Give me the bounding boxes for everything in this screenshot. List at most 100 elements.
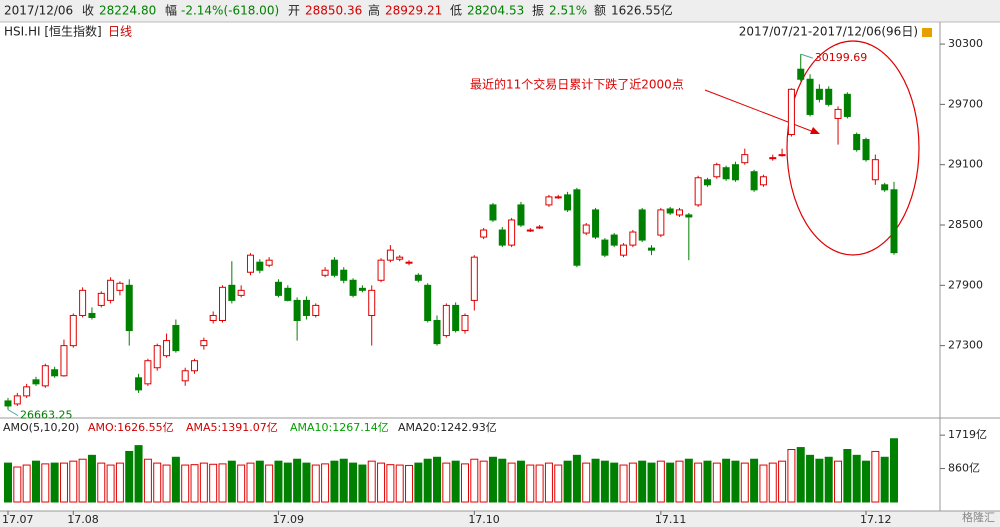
volume-bar <box>22 464 31 503</box>
volume-bar <box>675 460 684 503</box>
volume-bar <box>600 460 609 503</box>
volume-bar <box>106 464 115 503</box>
candle-body <box>302 299 310 316</box>
candle-body <box>657 209 665 236</box>
volume-stat: AMA20:1242.93亿 <box>398 421 497 434</box>
candle-body <box>517 204 525 226</box>
candle-body <box>731 164 739 181</box>
volume-bar <box>787 449 796 503</box>
candle-body <box>881 184 889 191</box>
volume-bar <box>181 464 190 503</box>
volume-bar <box>824 456 833 503</box>
low-marker: 26663.25 <box>20 409 73 422</box>
y-tick-label: 28500 <box>948 218 983 231</box>
volume-bar <box>862 460 871 503</box>
candle-body <box>787 88 795 136</box>
candle-body <box>368 289 376 316</box>
volume-bar <box>712 462 721 503</box>
candle-body <box>871 159 879 181</box>
candle-body <box>256 261 264 271</box>
header-value: 1626.55亿 <box>611 3 673 18</box>
candle-body <box>51 369 59 377</box>
header-value: 2.51% <box>549 4 587 18</box>
volume-bar <box>237 464 246 503</box>
volume-bar <box>115 462 124 503</box>
candle-body <box>675 209 683 216</box>
volume-bar <box>544 462 553 503</box>
volume-bar <box>516 460 525 503</box>
candle-body <box>834 108 842 119</box>
volume-bar <box>442 462 451 503</box>
candle-body <box>554 196 562 199</box>
y-tick-label: 27900 <box>948 278 983 291</box>
x-tick-label: 17.07 <box>2 513 34 526</box>
candle-body <box>237 289 245 296</box>
y-tick-label: 29100 <box>948 158 983 171</box>
candle-body <box>69 314 77 347</box>
header-date: 2017/12/06 <box>4 4 73 18</box>
volume-bar <box>610 462 619 503</box>
volume-bar <box>563 460 572 503</box>
volume-bar <box>843 449 852 503</box>
candle-body <box>144 360 152 385</box>
volume-bar <box>87 454 96 503</box>
volume-bar <box>302 462 311 503</box>
date-bar <box>0 511 1000 527</box>
volume-bar <box>759 464 768 503</box>
x-tick-label: 17.08 <box>67 513 99 526</box>
header-label: 振 <box>532 4 544 18</box>
volume-bar <box>283 462 292 503</box>
volume-bar <box>498 458 507 503</box>
volume-bar <box>507 462 516 503</box>
header-label: 高 <box>368 3 380 18</box>
candle-body <box>610 234 618 246</box>
volume-bar <box>834 460 843 503</box>
candle-body <box>797 68 805 80</box>
candle-body <box>107 279 115 301</box>
volume-bar <box>880 456 889 503</box>
volume-bar <box>433 456 442 503</box>
volume-bar <box>405 464 414 503</box>
candle-body <box>536 226 544 229</box>
candle-body <box>209 314 217 321</box>
volume-bar <box>125 450 134 503</box>
candle-body <box>526 229 534 232</box>
candle-body <box>741 154 749 164</box>
candle-body <box>163 340 171 357</box>
candle-body <box>498 229 506 246</box>
volume-bar <box>656 460 665 503</box>
candle-body <box>778 154 786 157</box>
volume-bar <box>619 464 628 503</box>
volume-bar <box>591 458 600 503</box>
candle-body <box>433 319 441 345</box>
volume-bar <box>386 464 395 503</box>
candle-body <box>601 239 609 256</box>
candle-body <box>815 88 823 100</box>
volume-bar <box>50 462 59 503</box>
header-bar <box>0 0 1000 22</box>
volume-bar <box>199 462 208 503</box>
y-tick-label: 27300 <box>948 339 983 352</box>
volume-bar <box>554 464 563 503</box>
volume-bar <box>871 450 880 503</box>
x-tick-label: 17.09 <box>272 513 304 526</box>
volume-bar <box>321 463 330 503</box>
candle-body <box>843 93 851 117</box>
arrow <box>704 89 815 133</box>
volume-bar <box>740 462 749 503</box>
candle-body <box>135 377 143 391</box>
header-value: 28850.36 <box>305 4 362 18</box>
volume-stat: AMA5:1391.07亿 <box>186 421 278 434</box>
volume-bar <box>647 462 656 503</box>
volume-bar <box>246 462 255 503</box>
volume-bar <box>349 462 358 503</box>
candle-body <box>470 256 478 301</box>
volume-bar <box>815 458 824 503</box>
y-tick-label: 860亿 <box>948 462 980 475</box>
candle-body <box>191 360 199 372</box>
candle-body <box>750 171 758 191</box>
header-value: -2.14%(-618.00) <box>181 4 279 18</box>
x-tick-label: 17.11 <box>655 513 687 526</box>
watermark: 格隆汇 <box>962 510 995 524</box>
volume-stat: AMO:1626.55亿 <box>88 421 174 434</box>
